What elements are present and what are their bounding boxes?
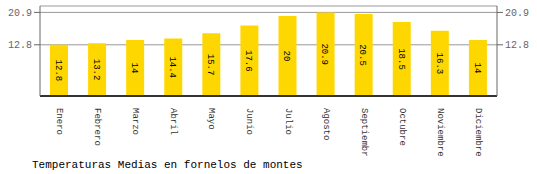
svg-text:Agosto: Agosto — [321, 108, 331, 140]
svg-text:Enero: Enero — [54, 108, 64, 135]
svg-text:Octubre: Octubre — [397, 108, 407, 146]
svg-text:Diciembre: Diciembre — [473, 108, 483, 156]
svg-text:15.7: 15.7 — [205, 54, 215, 76]
svg-text:14: 14 — [129, 63, 139, 74]
svg-text:12.8: 12.8 — [505, 40, 529, 51]
svg-text:16.3: 16.3 — [434, 53, 444, 75]
html-text:Temperaturas Medias en fornelo: Temperaturas Medias en fornelos de monte… — [32, 159, 303, 171]
svg-text:Abril: Abril — [168, 108, 178, 135]
svg-text:14.4: 14.4 — [167, 56, 177, 78]
svg-text:20.9: 20.9 — [8, 8, 32, 19]
svg-text:13.2: 13.2 — [91, 59, 101, 81]
svg-text:17.6: 17.6 — [243, 50, 253, 72]
svg-text:12.8: 12.8 — [53, 60, 63, 82]
svg-text:20: 20 — [281, 51, 291, 62]
svg-text:14: 14 — [472, 63, 482, 74]
svg-text:Marzo: Marzo — [130, 108, 140, 135]
svg-text:Julio: Julio — [283, 108, 293, 135]
svg-text:12.8: 12.8 — [8, 40, 32, 51]
svg-text:Junio: Junio — [244, 108, 254, 135]
svg-text:20.9: 20.9 — [319, 43, 329, 65]
svg-text:20.9: 20.9 — [505, 8, 529, 19]
svg-text:Noviembre: Noviembre — [435, 108, 445, 156]
svg-text:Septiembre: Septiembre — [359, 108, 369, 156]
svg-text:Mayo: Mayo — [206, 108, 216, 130]
svg-text:Febrero: Febrero — [92, 108, 102, 146]
svg-text:20.5: 20.5 — [357, 44, 367, 66]
svg-text:18.5: 18.5 — [396, 48, 406, 70]
